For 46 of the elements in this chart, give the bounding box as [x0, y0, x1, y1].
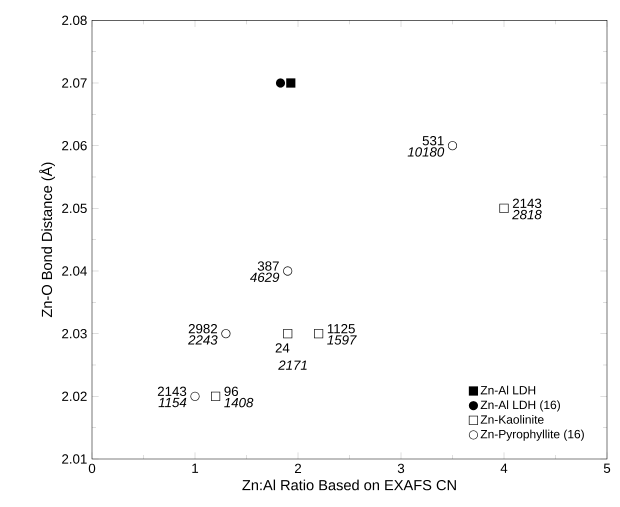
y-tick-label: 2.06 — [62, 140, 87, 150]
point — [314, 329, 324, 338]
annotation: 1408 — [224, 398, 254, 408]
annotation: 387 — [258, 261, 279, 271]
y-tick-label: 2.08 — [62, 16, 87, 26]
legend-label: Zn-Al LDH — [480, 386, 536, 394]
annotation: 1597 — [327, 335, 357, 345]
x-tick-label: 4 — [500, 464, 508, 473]
annotation: 1154 — [158, 398, 186, 408]
y-axis-title: Zn-O Bond Distance (Å) — [39, 162, 55, 318]
annotation: 2171 — [278, 360, 307, 370]
legend-label: Zn-Pyrophyllite (16) — [480, 430, 584, 441]
x-tick-label: 0 — [88, 464, 96, 474]
annotation: 2982 — [188, 324, 217, 334]
point — [190, 392, 200, 401]
legend-label: Zn-Al LDH (16) — [480, 400, 560, 412]
point — [276, 78, 286, 88]
annotation: 2818 — [512, 210, 542, 220]
y-tick-label: 2.04 — [62, 266, 87, 276]
point — [211, 392, 220, 401]
x-axis-title: Zn:Al Ratio Based on EXAFS CN — [242, 480, 456, 490]
annotation: 2143 — [158, 386, 186, 396]
y-tick-label: 2.07 — [62, 78, 87, 88]
point — [448, 141, 458, 150]
y-tick-label: 2.02 — [62, 392, 87, 402]
y-tick-label: 2.01 — [62, 454, 87, 464]
point — [221, 329, 230, 338]
annotation: 531 — [422, 136, 444, 146]
y-tick-label: 2.03 — [62, 328, 87, 338]
annotation: 96 — [224, 386, 238, 396]
x-tick-label: 2 — [294, 464, 302, 473]
annotation: 4629 — [250, 272, 280, 282]
annotation: 10180 — [408, 147, 444, 157]
annotation: 2143 — [512, 198, 542, 208]
x-tick-label: 5 — [604, 464, 610, 473]
x-tick-label: 3 — [398, 464, 404, 474]
point — [283, 266, 292, 276]
y-tick-label: 2.05 — [62, 204, 87, 214]
annotation: 2243 — [188, 335, 218, 345]
point — [286, 78, 296, 88]
annotation: 1125 — [328, 324, 355, 334]
point — [499, 204, 509, 213]
x-tick-label: 1 — [192, 464, 198, 473]
legend-label: Zn-Kaolinite — [480, 414, 544, 424]
point — [283, 329, 292, 338]
annotation: 24 — [276, 343, 290, 353]
